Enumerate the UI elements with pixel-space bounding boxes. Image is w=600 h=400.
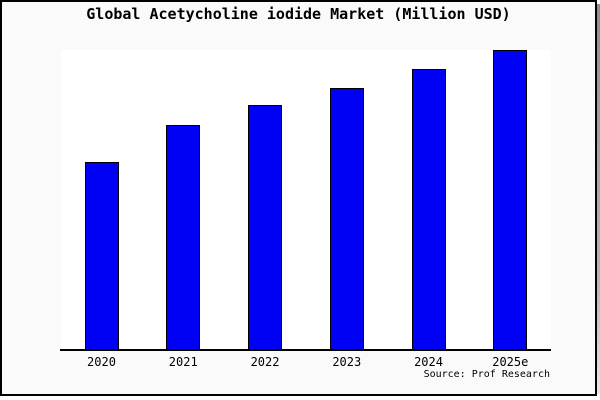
x-axis-line <box>60 349 551 351</box>
x-tick-label-2023: 2023 <box>332 355 362 369</box>
bar-2024 <box>411 69 446 350</box>
bar-2025e <box>493 50 528 350</box>
plot-area <box>61 50 551 350</box>
bar-2023 <box>329 88 364 350</box>
x-tick-label-2020: 2020 <box>87 355 116 369</box>
x-tick-label-2021: 2021 <box>168 355 198 369</box>
chart-title: Global Acetycholine iodide Market (Milli… <box>86 5 511 23</box>
bar-2022 <box>248 105 283 350</box>
x-tick-label-2022: 2022 <box>250 355 280 369</box>
bar-2021 <box>166 125 201 350</box>
bar-2020 <box>84 162 119 350</box>
frame-shadow <box>597 4 600 394</box>
x-tick-label-2025e: 2025e <box>492 355 529 369</box>
source-label: Source: Prof Research <box>423 369 550 380</box>
x-tick-label-2024: 2024 <box>414 355 443 369</box>
